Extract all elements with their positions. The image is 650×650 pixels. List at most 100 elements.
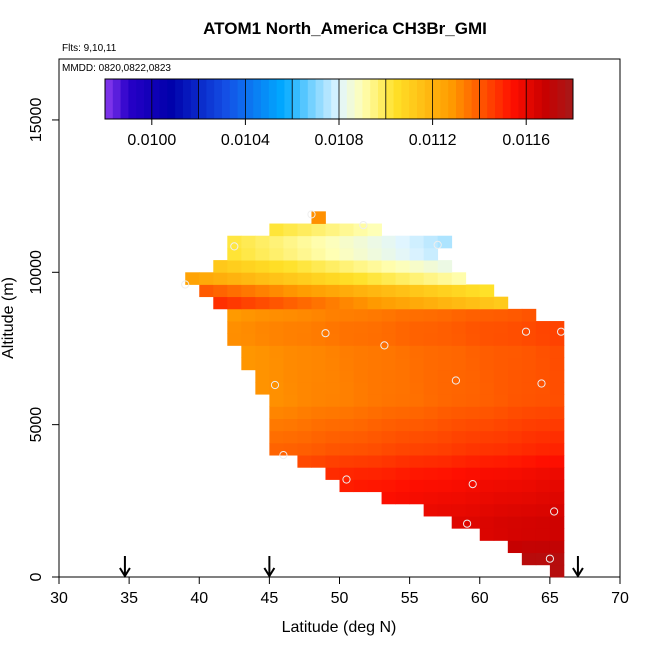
heatmap-cell	[479, 296, 495, 310]
heatmap-cell	[493, 455, 509, 468]
colorbar-segment	[323, 79, 332, 119]
heatmap-cell	[507, 455, 523, 468]
heatmap-cell	[227, 296, 242, 310]
heatmap-cell	[549, 455, 565, 468]
heatmap-cell	[367, 369, 382, 383]
heatmap-cell	[437, 345, 453, 359]
heatmap-cell	[269, 430, 284, 444]
colorbar-segment	[167, 79, 176, 119]
heatmap-cell	[339, 284, 354, 298]
heatmap-cell	[507, 345, 523, 359]
heatmap-cell	[535, 381, 551, 395]
heatmap-cell	[549, 442, 565, 456]
heatmap-cell	[367, 406, 382, 419]
heatmap-cell	[479, 442, 495, 456]
heatmap-cell	[465, 296, 481, 310]
heatmap-cell	[353, 394, 368, 407]
heatmap-cell	[465, 381, 481, 395]
colorbar	[104, 78, 574, 120]
heatmap-cell	[381, 284, 396, 298]
heatmap-cell	[451, 430, 467, 444]
colorbar-segment	[206, 79, 215, 119]
heatmap-cell	[521, 308, 537, 322]
heatmap-cell	[507, 381, 523, 395]
heatmap-cell	[395, 272, 411, 285]
heatmap-cell	[283, 369, 298, 383]
colorbar-segment	[393, 79, 402, 119]
heatmap-cell	[325, 369, 340, 383]
heatmap-cell	[521, 540, 537, 554]
heatmap-cell	[521, 333, 537, 346]
heatmap-cell	[535, 442, 551, 456]
heatmap-cell	[423, 381, 439, 395]
heatmap-cell	[507, 369, 523, 383]
heatmap-cell	[199, 284, 214, 298]
heatmap-cell	[479, 418, 495, 432]
heatmap-cell	[297, 442, 312, 456]
y-tick-label: 15000	[28, 98, 45, 143]
heatmap-cell	[423, 406, 439, 419]
colorbar-segment	[354, 79, 363, 119]
heatmap-cell	[367, 284, 382, 298]
heatmap-cell	[549, 540, 565, 554]
heatmap-cell	[381, 430, 396, 444]
heatmap-cell	[395, 369, 411, 383]
heatmap-cell	[381, 381, 396, 395]
x-tick-label: 70	[611, 590, 629, 607]
heatmap-cell	[367, 272, 382, 285]
colorbar-segment	[198, 79, 207, 119]
heatmap-cell	[507, 333, 523, 346]
colorbar-segment	[502, 79, 512, 119]
heatmap-cell	[507, 406, 523, 419]
heatmap-cell	[465, 430, 481, 444]
heatmap-cell	[297, 418, 312, 432]
heatmap-cell	[367, 418, 382, 432]
heatmap-cell	[507, 479, 523, 493]
heatmap-cell	[409, 467, 425, 480]
heatmap-cell	[521, 491, 537, 505]
colorbar-segment	[339, 79, 348, 119]
heatmap-cell	[367, 333, 382, 346]
profile-arrow-head	[263, 567, 276, 578]
heatmap-cell	[465, 308, 481, 322]
heatmap-cell	[297, 296, 312, 310]
heatmap-cell	[269, 308, 284, 322]
heatmap-cell	[535, 528, 551, 541]
heatmap-cell	[325, 357, 340, 371]
heatmap-cell	[297, 321, 312, 334]
heatmap-cell	[479, 406, 495, 419]
sample-point	[557, 327, 566, 336]
heatmap-cell	[297, 308, 312, 322]
heatmap-cell	[493, 369, 509, 383]
heatmap-cell	[381, 394, 396, 407]
heatmap-cell	[535, 357, 551, 371]
heatmap-cell	[465, 516, 481, 529]
sample-point	[321, 329, 330, 338]
heatmap-cell	[311, 394, 326, 407]
heatmap-cell	[283, 284, 298, 298]
heatmap-cell	[493, 503, 509, 517]
x-axis: 30 35 40 45 50 55 60 65 70	[50, 577, 629, 607]
heatmap-cell	[367, 308, 382, 322]
heatmap-cell	[227, 284, 242, 298]
heatmap-cell	[297, 369, 312, 383]
heatmap-cell	[381, 272, 396, 285]
heatmap-cell	[493, 479, 509, 493]
heatmap-cell	[493, 491, 509, 505]
colorbar-segment	[346, 79, 356, 119]
colorbar-segment	[534, 79, 543, 119]
colorbar-segment	[510, 79, 519, 119]
sample-point	[380, 341, 389, 350]
heatmap-cell	[283, 418, 298, 432]
heatmap-cell	[535, 333, 551, 346]
heatmap-cell	[423, 455, 439, 468]
heatmap-cell	[381, 247, 396, 261]
heatmap-cell	[269, 394, 284, 407]
heatmap-cell	[507, 357, 523, 371]
heatmap-cell	[339, 479, 354, 493]
heatmap-cell	[479, 430, 495, 444]
colorbar-segment	[565, 79, 574, 119]
sample-point	[463, 519, 472, 528]
heatmap-cell	[409, 284, 425, 298]
